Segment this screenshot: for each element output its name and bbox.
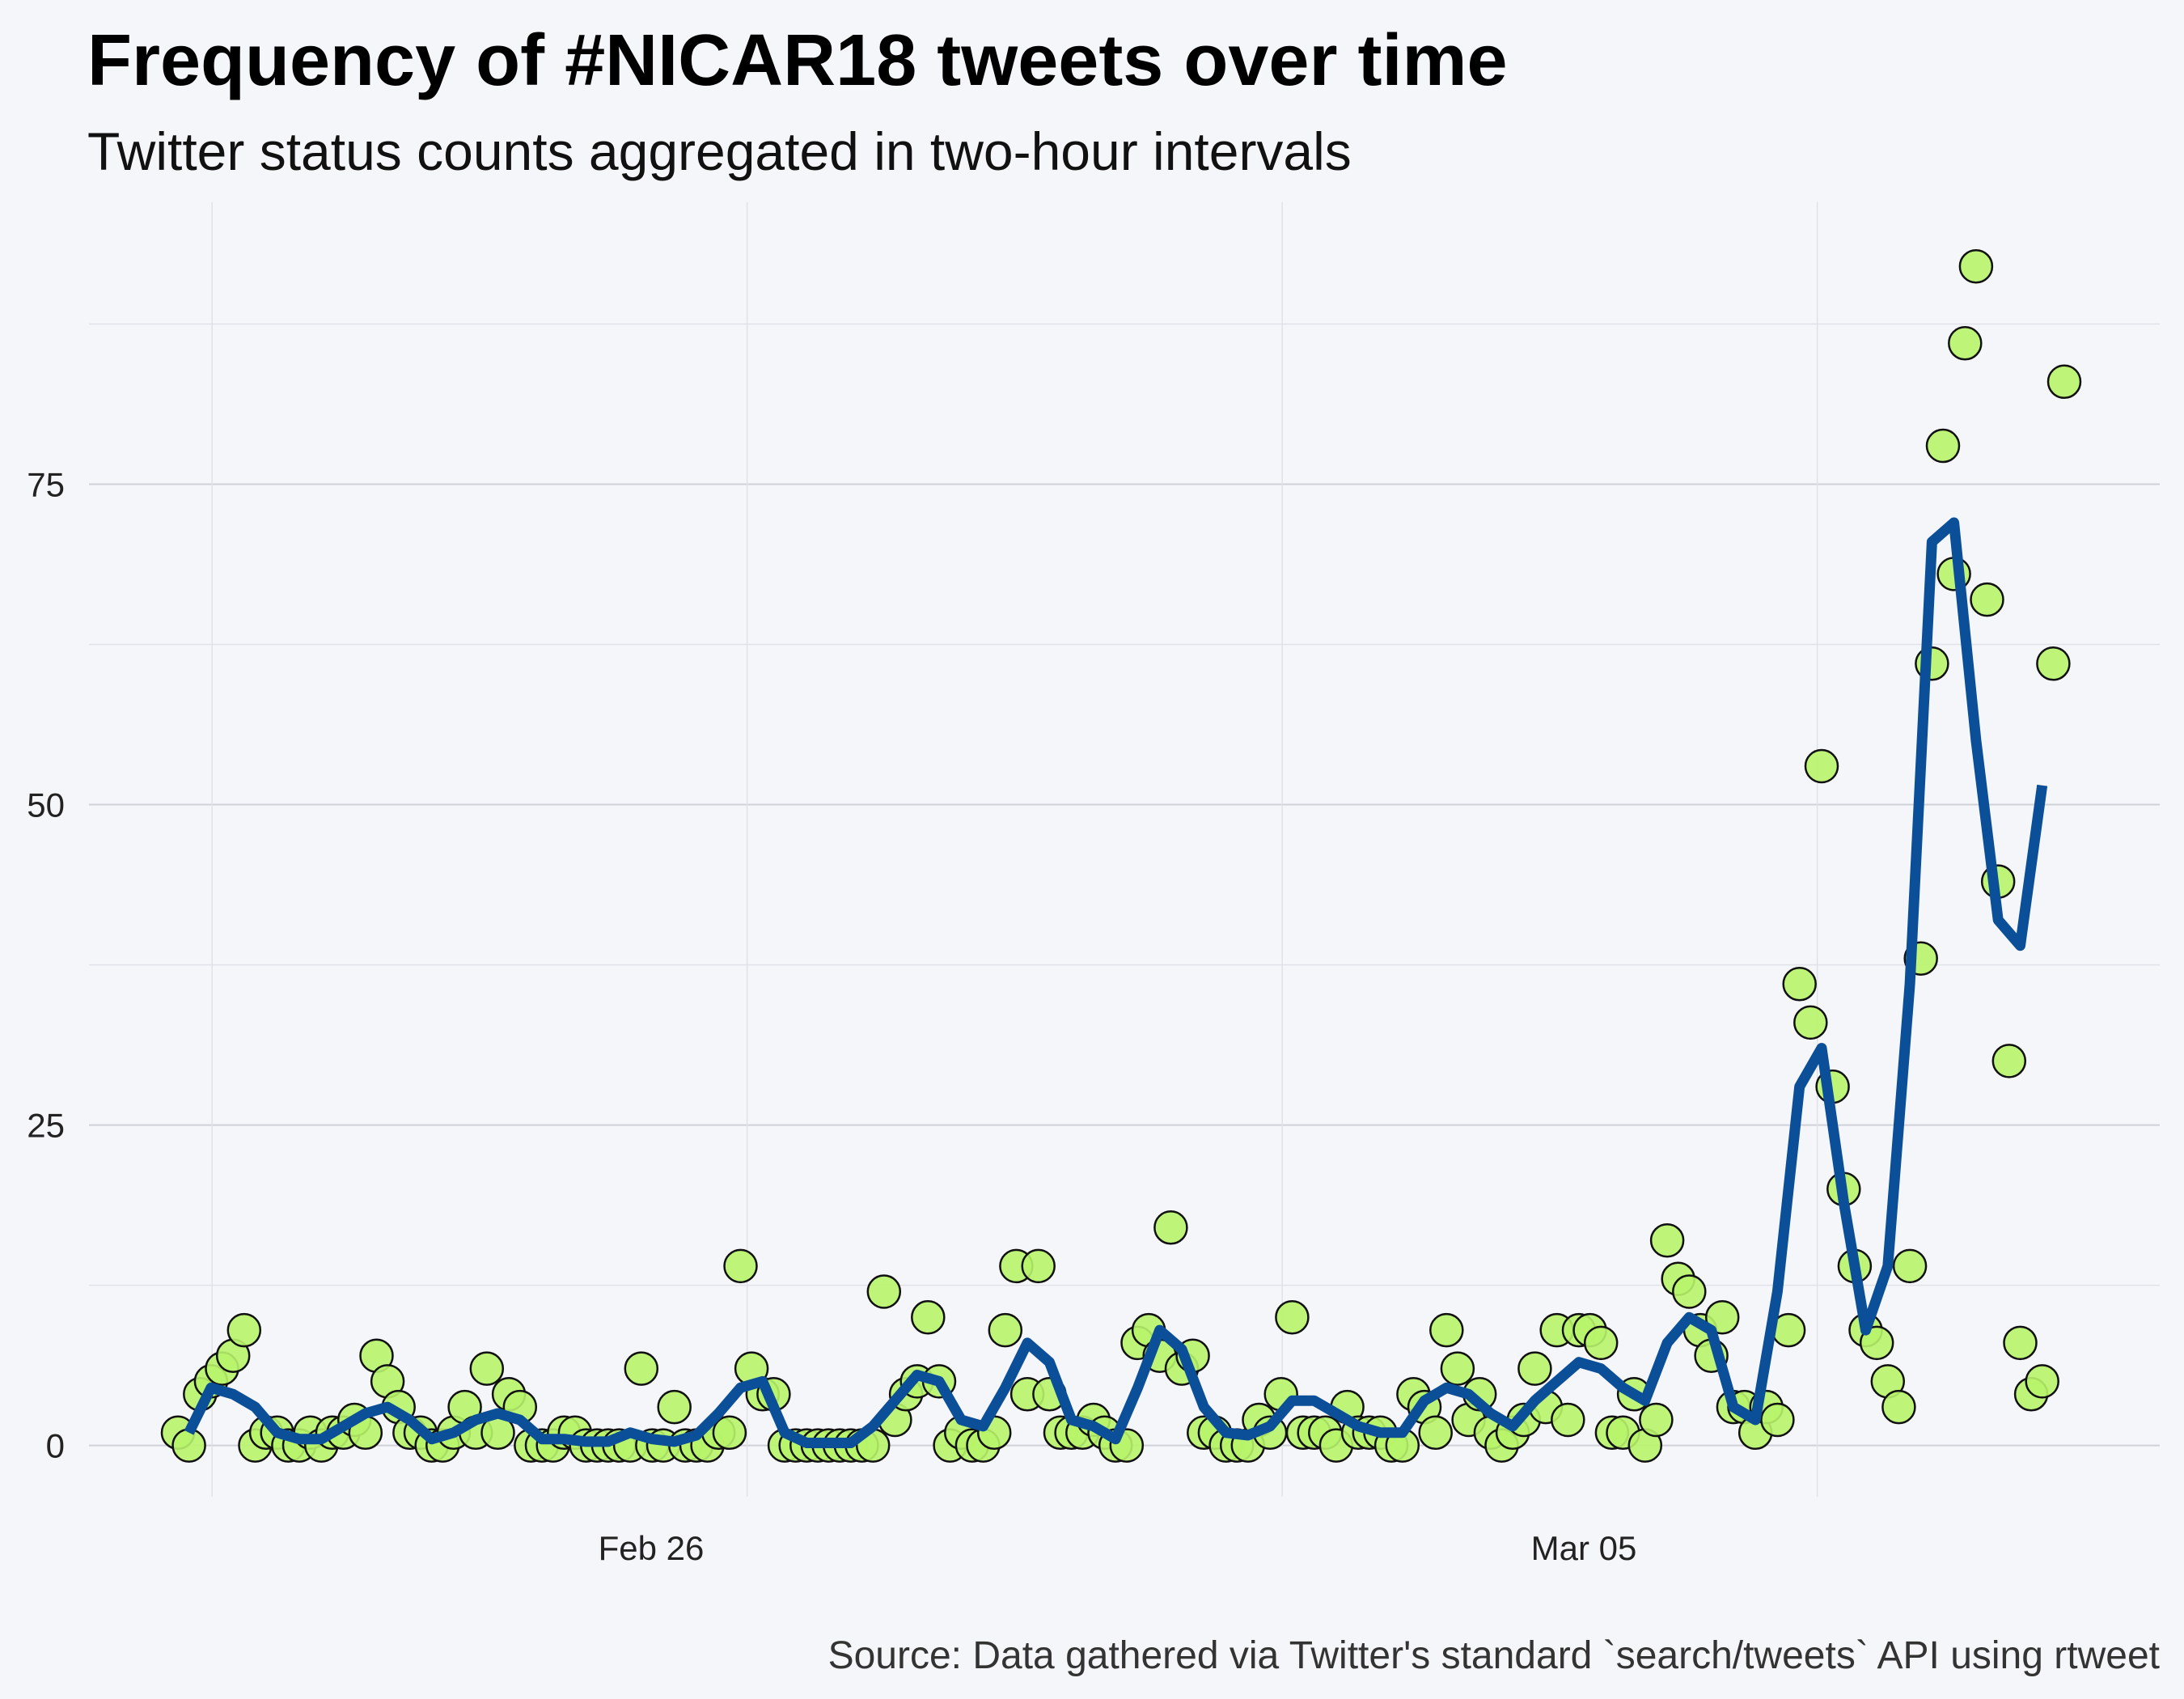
gridlines	[89, 202, 2160, 1497]
chart-subtitle: Twitter status counts aggregated in two-…	[87, 121, 1352, 181]
x-axis-ticks: Feb 26 Mar 05	[599, 1529, 1637, 1567]
data-point	[1551, 1402, 1585, 1438]
data-point	[1793, 1005, 1828, 1040]
chart-title: Frequency of #NICAR18 tweets over time	[87, 20, 1508, 101]
data-point	[1153, 1210, 1188, 1245]
data-point	[866, 1274, 902, 1309]
data-point	[1991, 1044, 2027, 1078]
chart-caption: Source: Data gathered via Twitter's stan…	[828, 1634, 2160, 1677]
data-point	[1021, 1248, 1056, 1284]
data-point	[2036, 646, 2071, 681]
data-point	[657, 1389, 692, 1425]
data-point	[1275, 1299, 1310, 1335]
data-point	[1760, 1402, 1795, 1438]
data-point	[1859, 1325, 1894, 1361]
data-point	[1782, 967, 1817, 1002]
y-tick-label: 25	[27, 1107, 65, 1145]
data-point	[1583, 1325, 1619, 1361]
data-point	[226, 1312, 262, 1348]
data-point	[1948, 326, 1983, 361]
data-point	[1639, 1402, 1674, 1438]
y-tick-label: 75	[27, 466, 65, 504]
y-tick-label: 0	[46, 1427, 65, 1465]
data-point	[1517, 1351, 1552, 1386]
data-point	[1925, 428, 1961, 464]
data-point	[1804, 748, 1839, 784]
data-point	[911, 1299, 946, 1335]
data-point	[1440, 1351, 1475, 1386]
data-point	[2003, 1325, 2038, 1361]
data-point	[1892, 1248, 1928, 1284]
data-point	[1418, 1415, 1453, 1451]
data-point	[469, 1351, 505, 1386]
data-point	[723, 1248, 758, 1284]
data-point	[1649, 1222, 1685, 1258]
data-point	[988, 1312, 1023, 1348]
data-point	[171, 1428, 206, 1463]
x-tick-label: Feb 26	[599, 1529, 705, 1567]
data-point	[2025, 1364, 2059, 1399]
data-point	[1704, 1299, 1740, 1335]
x-tick-label: Mar 05	[1531, 1529, 1637, 1567]
data-point	[712, 1415, 747, 1451]
scatter-points	[160, 248, 2082, 1463]
y-tick-label: 50	[27, 786, 65, 824]
data-point	[1970, 582, 2004, 617]
trend-line	[184, 517, 2048, 1448]
data-point	[1672, 1274, 1707, 1309]
data-point	[1429, 1312, 1464, 1348]
data-point	[624, 1351, 659, 1386]
data-point	[2046, 364, 2082, 400]
data-point	[1881, 1389, 1916, 1425]
y-axis-ticks: 0 25 50 75	[27, 466, 65, 1465]
data-point	[1958, 248, 1994, 284]
